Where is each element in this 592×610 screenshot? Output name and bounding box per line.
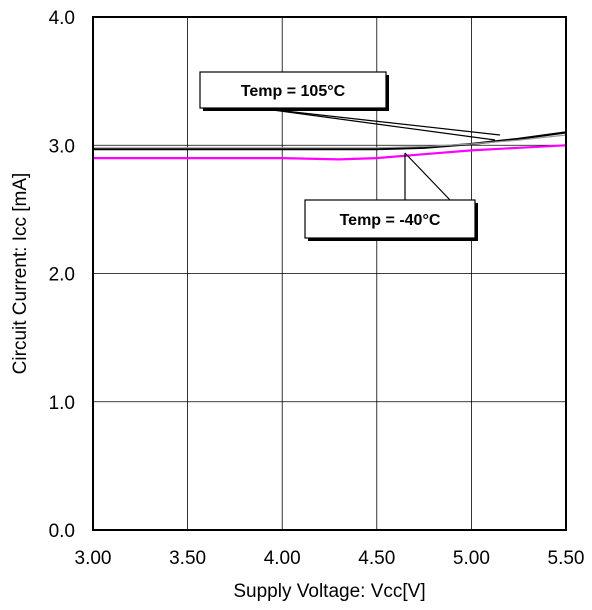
y-tick-label: 1.0: [49, 393, 75, 414]
y-tick-labels: 0.0 1.0 2.0 3.0 4.0: [49, 8, 75, 542]
annotation-leader-line: [257, 107, 496, 141]
annotation-label: Temp = -40°C: [340, 212, 441, 229]
series-line-0: [93, 131, 567, 151]
x-tick-label: 4.50: [358, 548, 395, 569]
x-tick-label: 4.00: [264, 548, 301, 569]
y-tick-label: 4.0: [49, 8, 75, 29]
x-tick-label: 5.00: [453, 548, 490, 569]
y-axis-title: Circuit Current: Icc [mA]: [10, 173, 31, 375]
annotation-leader-line: [404, 152, 451, 201]
annotation-box: [199, 71, 387, 109]
plot-frame: [92, 16, 567, 531]
series-lines: [93, 131, 567, 161]
x-tick-label: 3.50: [169, 548, 206, 569]
y-tick-label: 2.0: [49, 265, 75, 286]
x-tick-label: 3.00: [75, 548, 112, 569]
annotation-leader-line: [257, 107, 501, 136]
series-line-2: [93, 144, 567, 161]
annotation-box: [304, 199, 476, 239]
x-axis-title: Supply Voltage: Vcc[V]: [233, 581, 425, 602]
y-tick-label: 3.0: [49, 136, 75, 157]
series-line-1: [93, 134, 567, 149]
x-tick-label: 5.50: [548, 548, 585, 569]
x-tick-labels: 3.00 3.50 4.00 4.50 5.00 5.50: [75, 548, 585, 569]
y-tick-label: 0.0: [49, 521, 75, 542]
annotations: Temp = 105°C Temp = -40°C: [199, 71, 501, 241]
annotation-label: Temp = 105°C: [241, 83, 346, 100]
